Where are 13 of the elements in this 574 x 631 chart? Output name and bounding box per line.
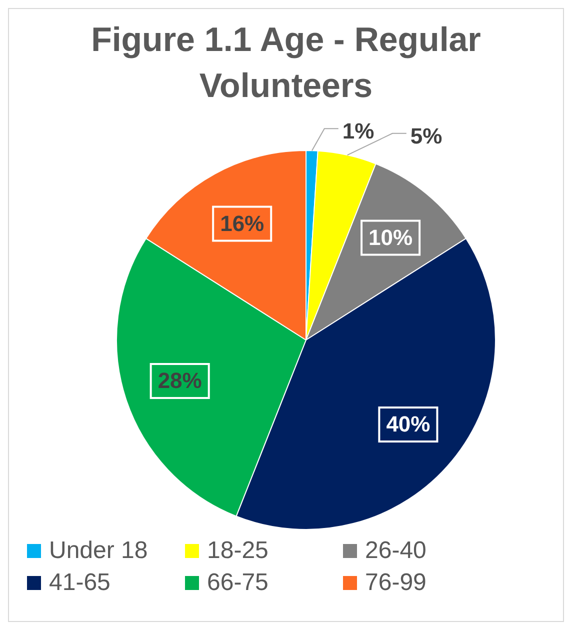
data-label: 16% bbox=[220, 210, 264, 236]
legend-label: 66-75 bbox=[207, 569, 268, 597]
legend-label: 41-65 bbox=[49, 569, 110, 597]
chart-title: Figure 1.1 Age - Regular Volunteers bbox=[90, 20, 482, 107]
legend-label: 18-25 bbox=[207, 537, 268, 565]
data-label: 10% bbox=[368, 224, 413, 250]
data-label: 5% bbox=[410, 123, 442, 148]
data-label: 28% bbox=[158, 368, 202, 394]
legend-label: 76-99 bbox=[365, 569, 426, 597]
legend-label: 26-40 bbox=[365, 537, 426, 565]
data-label: 1% bbox=[342, 118, 374, 144]
data-label: 40% bbox=[386, 412, 430, 437]
legend-label: Under 18 bbox=[49, 537, 148, 565]
